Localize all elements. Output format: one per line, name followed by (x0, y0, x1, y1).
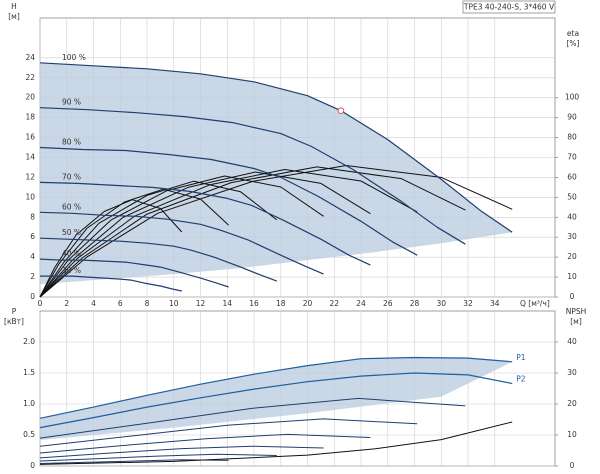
y2-tick-label: 10 (567, 430, 577, 439)
y2-tick-label: 30 (567, 368, 577, 377)
y2-tick-label: 90 (567, 113, 577, 122)
y2-tick-label: 20 (567, 399, 577, 408)
y-tick-label: 1.0 (23, 399, 35, 408)
x-tick-label: 24 (356, 299, 366, 308)
efficiency-curve (39, 166, 466, 298)
y-tick-label: 0 (30, 461, 35, 470)
speed-label: 90 % (62, 98, 81, 107)
power-curve (39, 418, 418, 447)
y2-tick-label: 40 (567, 337, 577, 346)
duty-point (337, 107, 345, 114)
y-tick-label: 14 (25, 153, 35, 162)
x-tick-label: 20 (303, 299, 313, 308)
y2-axis-unit: [%] (567, 39, 580, 48)
speed-label: 80 % (62, 138, 81, 147)
power-curve (39, 453, 277, 462)
y2-axis-label: eta (567, 29, 579, 38)
series-label: P1 (516, 353, 526, 362)
y-tick-label: 2.0 (23, 337, 35, 346)
y2-tick-label: 10 (567, 272, 577, 281)
y-tick-label: 0 (30, 292, 35, 301)
y-tick-label: 22 (25, 73, 35, 82)
y2-tick-label: 40 (567, 212, 577, 221)
power-curve (39, 433, 371, 454)
head-curve (39, 258, 229, 288)
speed-label: 100 % (62, 53, 86, 62)
chart-title: TPE3 40-240-S, 3*460 V (463, 3, 555, 12)
x-tick-label: 26 (383, 299, 393, 308)
power-curve (39, 397, 466, 439)
y-tick-label: 8 (30, 212, 35, 221)
head-curve (39, 356, 513, 419)
y2-tick-label: 0 (570, 461, 575, 470)
x-tick-label: 0 (38, 299, 43, 308)
x-tick-label: 18 (276, 299, 286, 308)
npsh-curve (39, 421, 513, 465)
x-tick-label: 8 (145, 299, 150, 308)
y-tick-label: 6 (30, 232, 35, 241)
head-curve (40, 275, 182, 292)
x-tick-label: 6 (118, 299, 123, 308)
y-tick-label: 0.5 (23, 430, 35, 439)
x-tick-label: 22 (330, 299, 340, 308)
speed-label: 40 % (62, 249, 81, 258)
efficiency-curve (39, 180, 278, 298)
head-curve (39, 107, 466, 245)
x-tick-label: 10 (169, 299, 179, 308)
y-axis-unit: [кВт] (4, 317, 24, 326)
efficiency-curve (39, 188, 229, 298)
x-tick-label: 12 (196, 299, 206, 308)
head-curve (39, 181, 371, 266)
y-tick-label: 20 (25, 93, 35, 102)
x-tick-label: 30 (437, 299, 447, 308)
x-tick-label: 4 (91, 299, 96, 308)
power-curve (39, 445, 324, 459)
y2-tick-label: 20 (567, 252, 577, 261)
y2-tick-label: 50 (567, 192, 577, 201)
x-tick-label: 32 (463, 299, 473, 308)
y2-axis-unit: [м] (570, 317, 582, 326)
head-curve (39, 146, 418, 256)
speed-label: 70 % (62, 172, 81, 181)
efficiency-curve (39, 171, 371, 298)
y-tick-label: 2 (30, 272, 35, 281)
operating-area (40, 62, 513, 284)
head-curve (39, 237, 278, 282)
y-axis-unit: [м] (8, 12, 20, 21)
y-axis-label: H (11, 2, 17, 11)
speed-label: 30 % (62, 266, 81, 275)
speed-label: 50 % (62, 228, 81, 237)
head-curve (39, 211, 324, 275)
y2-tick-label: 80 (567, 133, 577, 142)
x-axis-label: Q [м³/ч] (520, 299, 550, 308)
title-box (462, 0, 556, 14)
y2-tick-label: 60 (567, 172, 577, 181)
y-tick-label: 18 (25, 113, 35, 122)
y2-axis-label: NPSH (566, 307, 587, 316)
y2-tick-label: 30 (567, 232, 577, 241)
y2-tick-label: 70 (567, 153, 577, 162)
x-tick-label: 16 (249, 299, 259, 308)
head-curve (39, 62, 513, 233)
y-tick-label: 12 (25, 172, 35, 181)
x-tick-label: 28 (410, 299, 420, 308)
speed-label: 60 % (62, 202, 81, 211)
y2-tick-label: 0 (570, 292, 575, 301)
y-tick-label: 16 (25, 133, 35, 142)
x-tick-label: 2 (64, 299, 69, 308)
head-curve (39, 372, 513, 429)
operating-area (40, 357, 513, 440)
y-tick-label: 24 (25, 53, 35, 62)
y-tick-label: 10 (25, 192, 35, 201)
x-tick-label: 14 (222, 299, 232, 308)
y-tick-label: 1.5 (23, 368, 35, 377)
series-label: P2 (516, 375, 526, 384)
x-tick-label: 34 (490, 299, 500, 308)
y-tick-label: 4 (30, 252, 35, 261)
y-axis-label: P (12, 307, 17, 316)
efficiency-curve (39, 199, 183, 298)
y2-tick-label: 100 (565, 93, 580, 102)
